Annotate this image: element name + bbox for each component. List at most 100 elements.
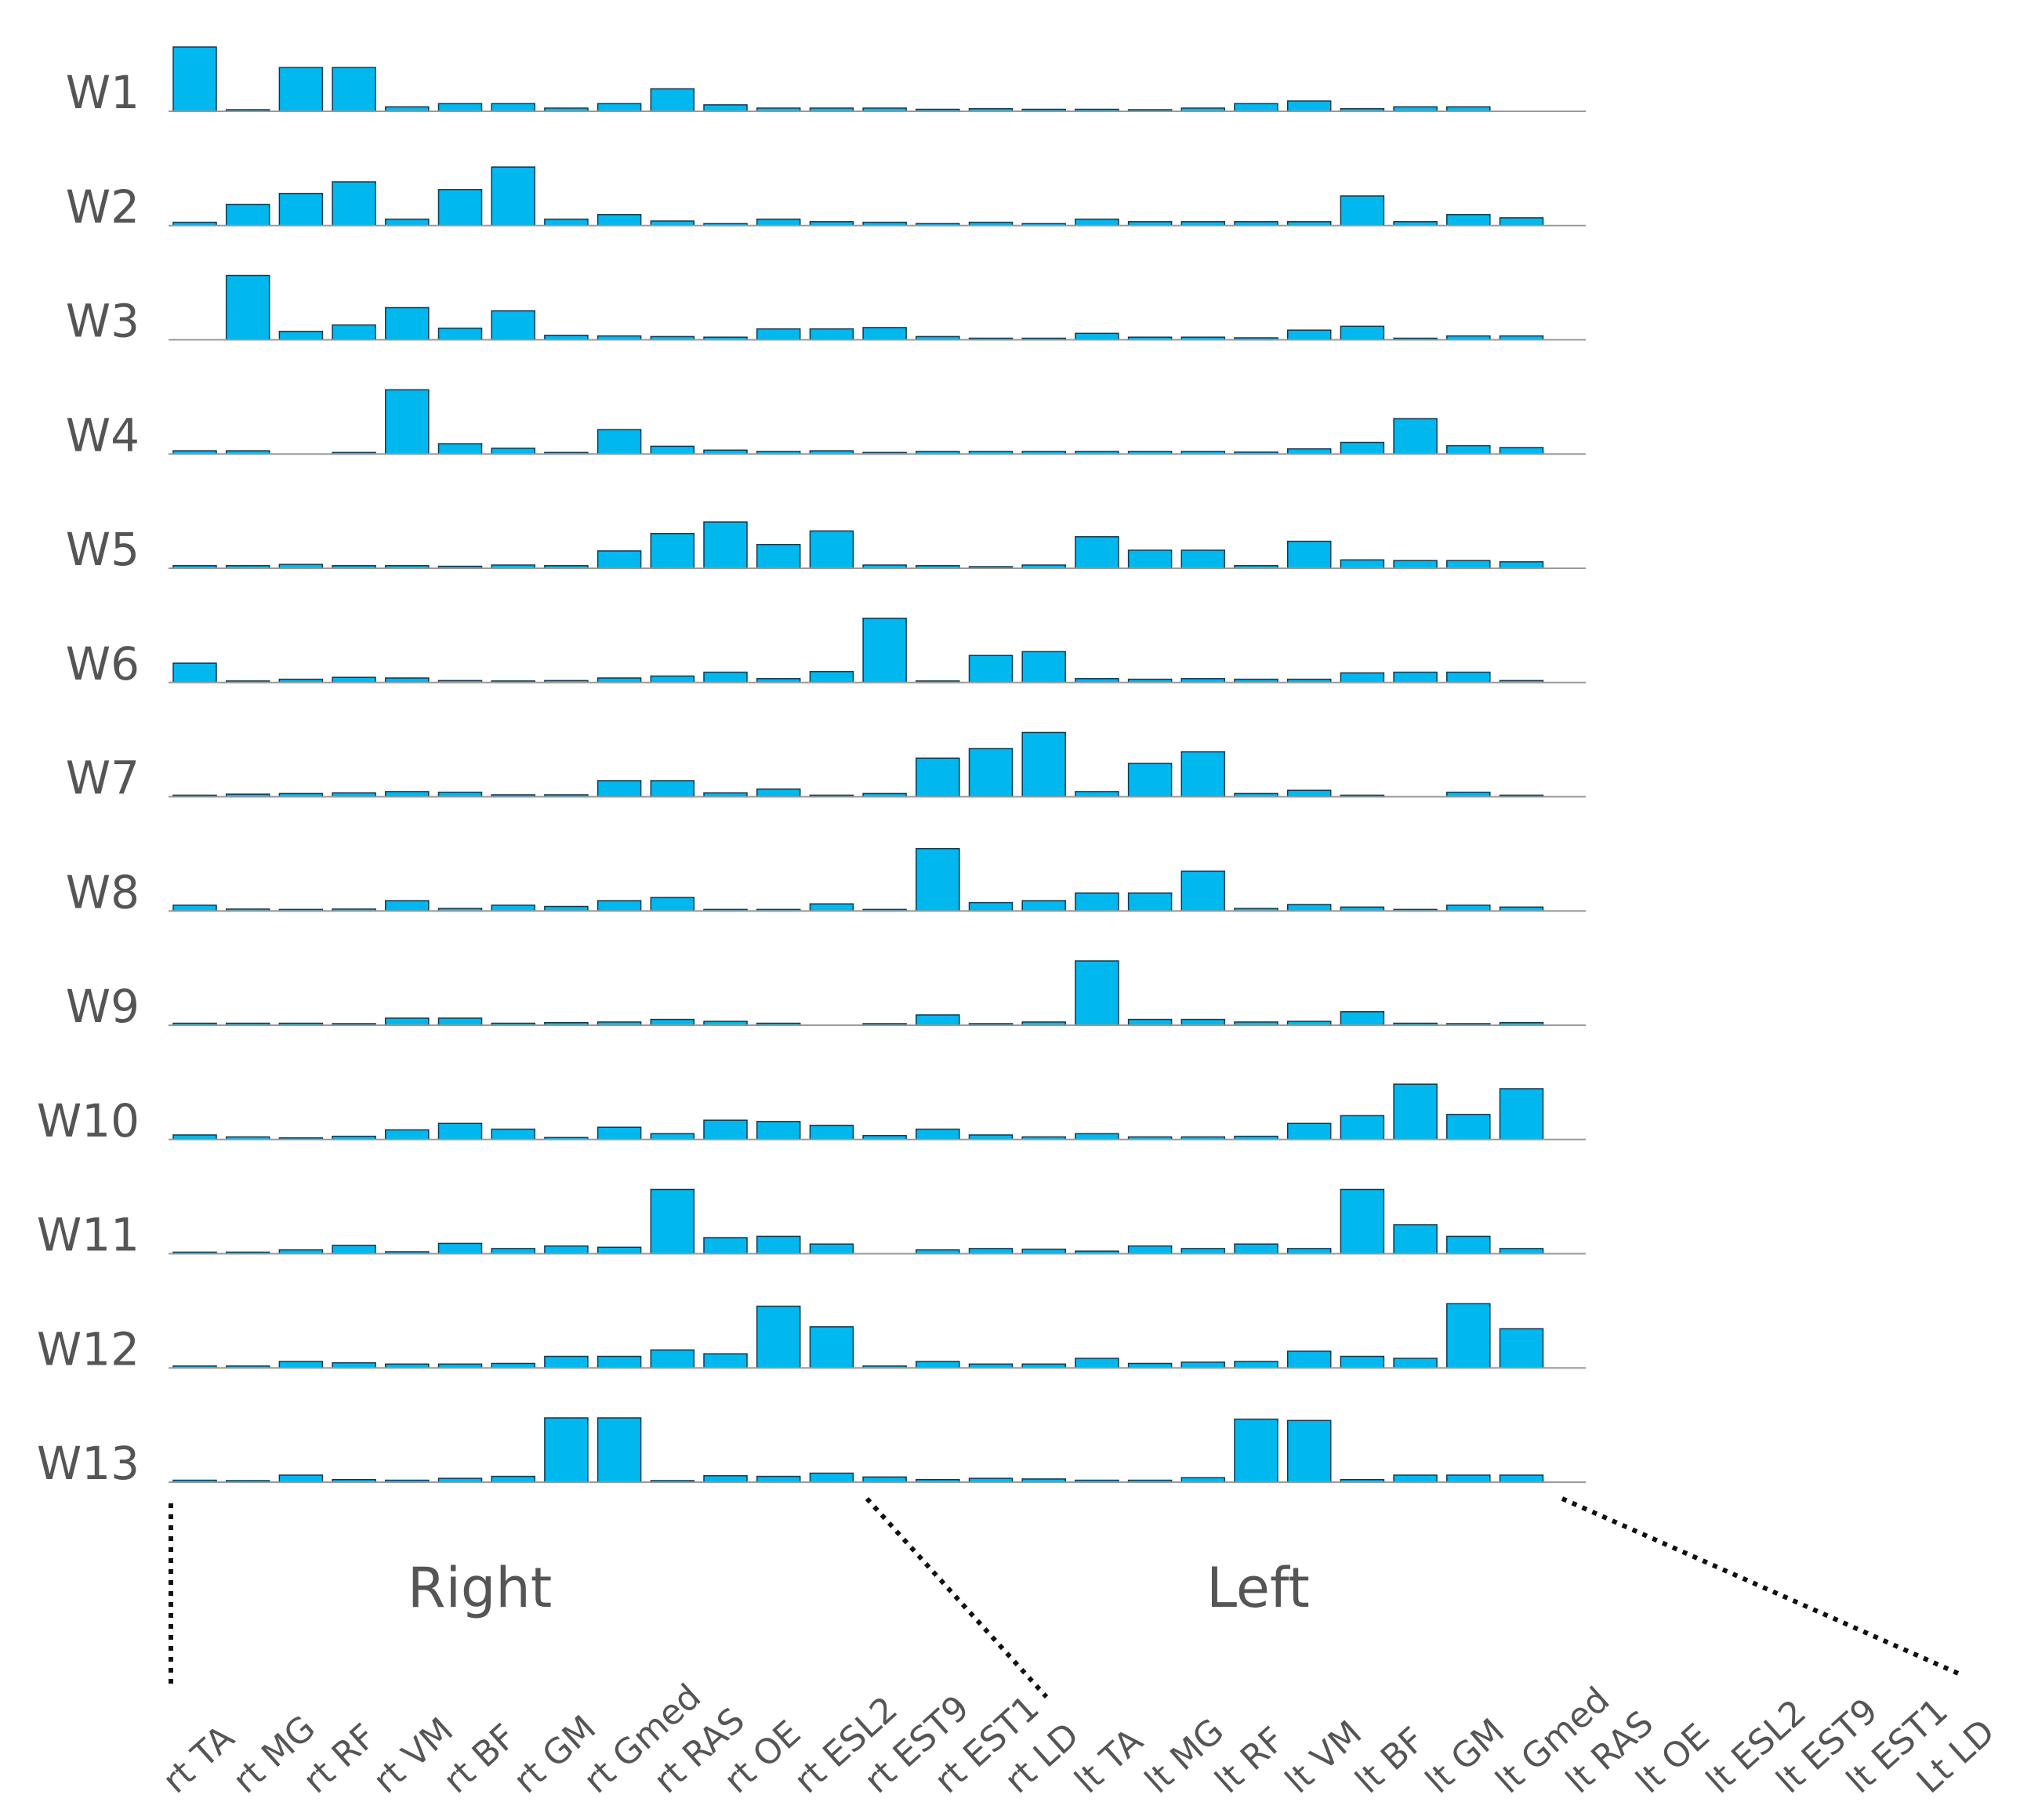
bar-W8-rt-LD bbox=[809, 903, 854, 912]
bar-W3-rt-MG bbox=[225, 274, 270, 341]
bar-W12-rt-EST1 bbox=[756, 1305, 801, 1369]
bar-W11-rt-RAS bbox=[544, 1245, 589, 1255]
row-label: W13 bbox=[37, 1437, 140, 1490]
bar-W5-rt-EST1 bbox=[756, 543, 801, 569]
bar-W12-lt-Gmed bbox=[1180, 1361, 1226, 1369]
bar-W5-rt-OE bbox=[597, 550, 642, 569]
bar-W2-rt-MG bbox=[225, 203, 270, 227]
bar-W2-lt-EST1 bbox=[1446, 214, 1491, 227]
row-label: W7 bbox=[66, 752, 140, 805]
bar-W9-lt-ESL2 bbox=[1340, 1011, 1385, 1026]
bar-W5-rt-ESL2 bbox=[650, 532, 695, 569]
bar-W4-rt-GM bbox=[437, 443, 483, 455]
bar-W2-lt-BF bbox=[1075, 218, 1119, 227]
bar-W3-rt-Gmed bbox=[491, 310, 535, 341]
bar-W12-lt-OE bbox=[1286, 1350, 1332, 1369]
bar-W5-lt-BF bbox=[1075, 536, 1119, 569]
bar-W2-rt-OE bbox=[597, 214, 642, 227]
bar-W11-lt-GM bbox=[1127, 1245, 1173, 1255]
bar-W10-rt-EST9 bbox=[703, 1119, 748, 1140]
bar-W9-lt-MG bbox=[916, 1014, 960, 1026]
bar-W13-lt-OE bbox=[1286, 1419, 1332, 1483]
bar-W1-rt-ESL2 bbox=[650, 88, 695, 112]
bar-W6-rt-LD bbox=[809, 671, 854, 683]
bar-W11-lt-ESL2 bbox=[1340, 1188, 1385, 1255]
bar-W1-rt-TA bbox=[172, 46, 217, 112]
bar-W12-rt-OE bbox=[597, 1355, 642, 1369]
bar-W4-rt-ESL2 bbox=[650, 445, 695, 455]
bar-W1-rt-EST9 bbox=[703, 104, 748, 112]
bar-W3-rt-GM bbox=[437, 327, 483, 341]
bar-W10-lt-MG bbox=[916, 1128, 960, 1140]
bar-W9-lt-Gmed bbox=[1180, 1018, 1226, 1026]
bar-W13-Lt-LD bbox=[1499, 1474, 1544, 1483]
bar-W5-lt-GM bbox=[1127, 549, 1173, 569]
row-label: W1 bbox=[66, 66, 140, 119]
bar-W12-rt-RAS bbox=[544, 1355, 589, 1369]
bar-W13-rt-EST1 bbox=[756, 1475, 801, 1483]
bar-W13-lt-EST9 bbox=[1393, 1474, 1438, 1483]
bar-W8-lt-VM bbox=[1021, 900, 1066, 912]
x-tick-label: rt VM bbox=[366, 1710, 461, 1801]
bar-W11-rt-GM bbox=[437, 1242, 483, 1255]
x-tick-label: lt TA bbox=[1068, 1720, 1151, 1801]
x-tick-label: rt GM bbox=[506, 1708, 604, 1801]
bar-W2-rt-BF bbox=[385, 218, 430, 227]
bar-W8-rt-OE bbox=[597, 900, 642, 912]
bar-W6-rt-EST9 bbox=[703, 671, 748, 683]
bar-W6-lt-ESL2 bbox=[1340, 672, 1385, 683]
bar-W5-lt-OE bbox=[1286, 540, 1332, 569]
bar-W11-rt-VM bbox=[332, 1245, 376, 1255]
bar-W12-lt-ESL2 bbox=[1340, 1355, 1385, 1369]
bar-W8-rt-TA bbox=[172, 905, 217, 912]
row-label: W8 bbox=[66, 865, 140, 919]
bar-W8-rt-Gmed bbox=[491, 905, 535, 912]
bar-W2-rt-RAS bbox=[544, 218, 589, 227]
bar-W7-lt-OE bbox=[1286, 789, 1332, 798]
bar-W7-lt-MG bbox=[916, 757, 960, 798]
bar-W10-lt-EST1 bbox=[1446, 1114, 1491, 1140]
bar-W1-rt-VM bbox=[332, 67, 376, 112]
bar-W7-rt-EST1 bbox=[756, 788, 801, 798]
bar-W12-lt-MG bbox=[916, 1361, 960, 1369]
bar-W10-rt-GM bbox=[437, 1122, 483, 1140]
bar-W9-lt-BF bbox=[1075, 960, 1119, 1026]
bar-W12-lt-BF bbox=[1075, 1358, 1119, 1369]
bar-W9-lt-GM bbox=[1127, 1018, 1173, 1026]
bar-W3-rt-BF bbox=[385, 306, 430, 341]
bar-W2-Lt-LD bbox=[1499, 217, 1544, 227]
bar-W3-lt-BF bbox=[1075, 332, 1119, 341]
bar-W1-rt-RF bbox=[278, 67, 324, 112]
bar-W10-lt-ESL2 bbox=[1340, 1115, 1385, 1140]
group-label-right: Right bbox=[408, 1556, 552, 1620]
bar-W6-lt-TA bbox=[862, 618, 907, 683]
x-tick-label: lt MG bbox=[1137, 1711, 1231, 1801]
bar-W7-lt-Gmed bbox=[1180, 751, 1226, 798]
bar-W3-rt-RF bbox=[278, 331, 324, 341]
bar-W12-rt-ESL2 bbox=[650, 1349, 695, 1369]
bar-W12-lt-EST1 bbox=[1446, 1303, 1491, 1369]
bar-W8-lt-BF bbox=[1075, 892, 1119, 912]
bar-W13-rt-RF bbox=[278, 1474, 324, 1483]
row-label: W11 bbox=[37, 1209, 140, 1262]
bar-W3-lt-OE bbox=[1286, 329, 1332, 341]
bar-W8-lt-EST1 bbox=[1446, 905, 1491, 912]
bar-W1-rt-GM bbox=[437, 103, 483, 112]
bar-W13-rt-EST9 bbox=[703, 1475, 748, 1483]
bar-W4-lt-EST9 bbox=[1393, 418, 1438, 455]
bar-W10-rt-LD bbox=[809, 1124, 854, 1140]
bar-W2-lt-ESL2 bbox=[1340, 195, 1385, 227]
bar-W6-rt-TA bbox=[172, 662, 217, 683]
row-label: W2 bbox=[66, 180, 140, 234]
bar-W9-rt-BF bbox=[385, 1017, 430, 1026]
row-label: W5 bbox=[66, 523, 140, 576]
bar-W5-rt-LD bbox=[809, 530, 854, 569]
bar-W5-lt-EST1 bbox=[1446, 560, 1491, 569]
bar-W12-rt-LD bbox=[809, 1326, 854, 1369]
bar-W12-lt-EST9 bbox=[1393, 1358, 1438, 1369]
baselines-layer bbox=[169, 111, 1586, 1483]
bar-W12-Lt-LD bbox=[1499, 1328, 1544, 1369]
bar-W6-rt-ESL2 bbox=[650, 675, 695, 683]
